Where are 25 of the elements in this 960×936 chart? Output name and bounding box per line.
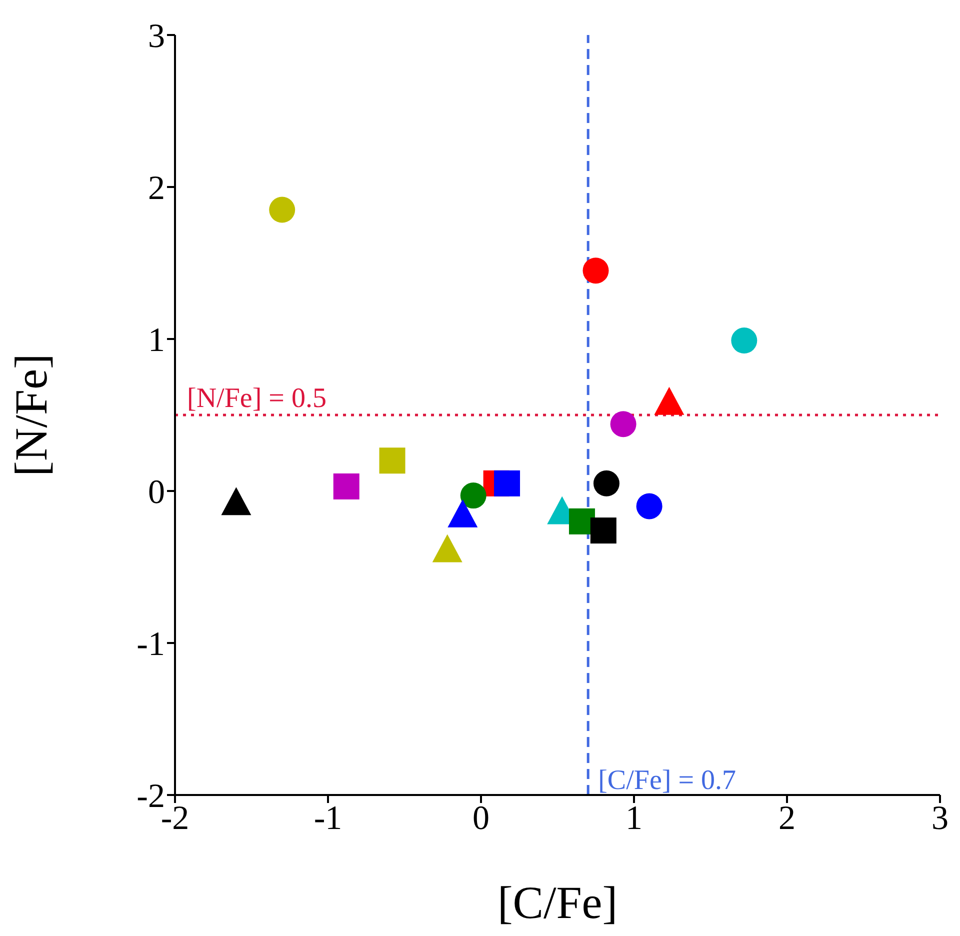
y-tick-label: 2 [148,170,165,208]
point [333,473,360,500]
x-axis-title: [C/Fe] [497,877,618,928]
y-tick-label: 0 [148,474,165,512]
ref-line-label: [N/Fe] = 0.5 [187,383,326,414]
y-tick-label: -1 [136,626,165,664]
x-tick-label: -1 [314,800,342,838]
point [593,470,620,496]
y-tick-label: 3 [148,18,165,56]
ref-line-label: [C/Fe] = 0.7 [598,765,736,796]
point [379,448,406,474]
point [269,196,296,223]
point [590,518,616,544]
point [494,470,520,496]
y-tick-label: 1 [148,322,165,360]
x-tick-label: 0 [472,800,490,838]
point [460,482,486,509]
point [610,411,636,438]
x-tick-label: 1 [626,800,642,838]
y-axis-title: [N/Fe] [5,354,56,476]
x-tick-label: 2 [778,800,796,838]
x-tick-label: 3 [932,800,948,838]
point [636,493,662,520]
point [731,328,758,354]
point [582,258,609,284]
